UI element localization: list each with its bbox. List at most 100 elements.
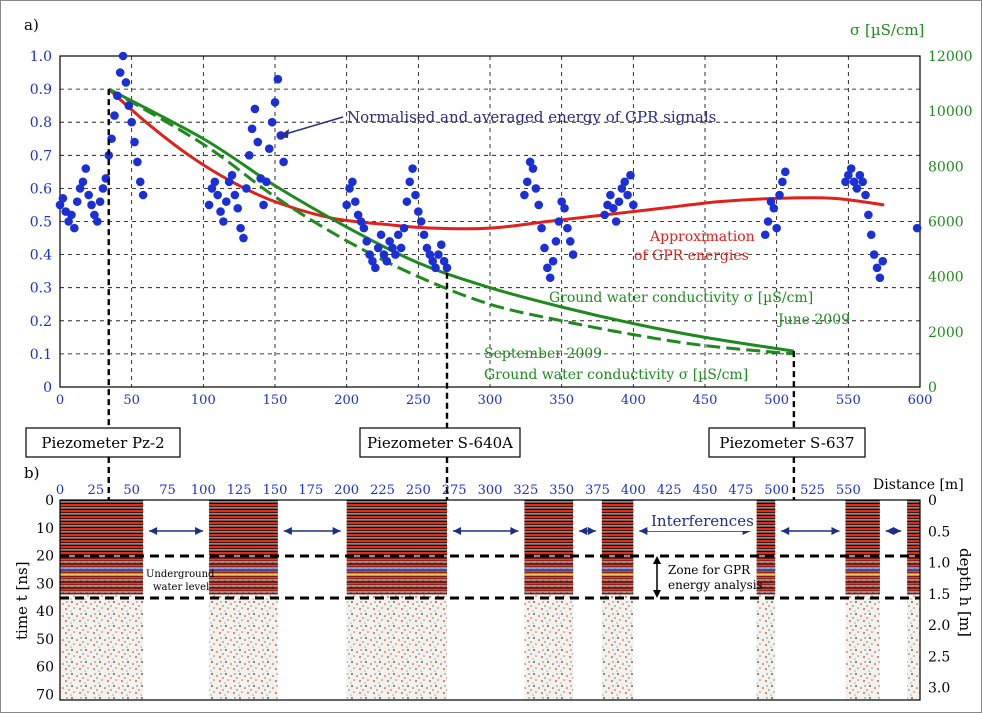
june-label-2: June 2009 xyxy=(776,312,850,328)
radargram-noise xyxy=(601,594,634,700)
energy-point xyxy=(439,256,449,266)
depth-tick-label: 2.0 xyxy=(928,618,950,634)
interference-arrowhead xyxy=(283,527,292,535)
energy-point xyxy=(262,177,271,187)
energy-point xyxy=(58,194,68,203)
left-tick-label: 0.4 xyxy=(30,248,52,264)
energy-label: Normalised and averaged energy of GPR si… xyxy=(347,108,716,126)
energy-point xyxy=(373,243,383,253)
energy-point xyxy=(600,210,609,220)
energy-point xyxy=(227,170,237,180)
energy-point xyxy=(520,190,529,200)
distance-tick-label: 425 xyxy=(657,483,682,498)
x-tick-label: 300 xyxy=(478,393,503,408)
energy-point xyxy=(359,223,369,233)
energy-point xyxy=(92,217,102,226)
distance-tick-label: 0 xyxy=(56,483,64,498)
interference-arrowhead xyxy=(893,527,902,535)
energy-point xyxy=(436,240,446,249)
time-tick-label: 0 xyxy=(45,493,54,509)
june-label-1: Ground water conductivity σ [µS/cm] xyxy=(549,290,813,306)
energy-point xyxy=(399,223,409,233)
energy-point xyxy=(388,243,397,253)
distance-tick-label: 150 xyxy=(263,483,288,498)
distance-tick-label: 450 xyxy=(693,483,718,498)
energy-point xyxy=(118,51,128,61)
plot-a-curves xyxy=(107,87,885,356)
energy-point xyxy=(104,151,114,160)
radargram-noise xyxy=(60,594,144,700)
x-tick-label: 50 xyxy=(123,393,140,408)
energy-point xyxy=(224,177,234,187)
energy-point xyxy=(365,250,374,259)
energy-point xyxy=(368,256,377,266)
energy-point xyxy=(545,273,555,283)
interference-arrowhead xyxy=(831,527,840,535)
time-tick-label: 50 xyxy=(36,632,54,648)
energy-point xyxy=(537,223,546,233)
energy-point xyxy=(416,217,426,226)
radargram-top-band xyxy=(524,500,574,556)
interferences-box xyxy=(648,512,754,531)
energy-point xyxy=(382,256,392,266)
energy-point xyxy=(626,170,635,180)
energy-point xyxy=(250,104,260,114)
energy-point xyxy=(869,250,879,259)
energy-point xyxy=(242,184,251,193)
left-tick-label: 0 xyxy=(43,380,52,396)
energy-point xyxy=(560,203,569,213)
radargram-top-band xyxy=(601,500,634,556)
right-tick-label: 4000 xyxy=(928,270,964,286)
energy-point xyxy=(864,210,873,220)
energy-point xyxy=(608,203,618,213)
energy-point xyxy=(75,184,85,193)
energy-point xyxy=(614,197,624,206)
energy-point xyxy=(70,223,79,233)
distance-tick-label: 525 xyxy=(800,483,825,498)
distance-tick-label: 350 xyxy=(549,483,574,498)
gw-label-1: Underground xyxy=(146,569,215,580)
energy-point xyxy=(267,117,277,127)
distance-tick-label: 225 xyxy=(370,483,395,498)
energy-point xyxy=(130,137,139,147)
energy-point xyxy=(270,98,280,107)
left-tick-label: 0.6 xyxy=(30,181,52,197)
radargram-top-band xyxy=(60,500,144,556)
energy-point xyxy=(264,144,274,153)
right-tick-label: 8000 xyxy=(928,159,964,175)
energy-point xyxy=(362,237,372,246)
energy-point xyxy=(844,170,853,180)
x-tick-label: 400 xyxy=(621,393,646,408)
energy-point xyxy=(912,223,922,233)
energy-point xyxy=(629,200,638,210)
energy-point xyxy=(554,217,564,226)
energy-point xyxy=(852,184,862,193)
interference-arrowhead xyxy=(149,527,158,535)
series-line xyxy=(108,87,795,353)
radargram-top-band xyxy=(756,500,776,556)
energy-point xyxy=(67,210,76,220)
energy-point xyxy=(408,164,417,173)
energy-point xyxy=(402,197,412,206)
energy-point xyxy=(780,167,790,177)
radargram-top-band xyxy=(209,500,278,556)
energy-point xyxy=(113,91,122,101)
energy-point xyxy=(95,197,105,206)
plot-a-ticks: 0 50 100 150 200 250 300 350 400 450 500 550 60000.1… xyxy=(30,49,973,408)
energy-point xyxy=(769,203,779,213)
plot-b-frame xyxy=(59,499,921,701)
energy-point xyxy=(78,177,88,187)
x-tick-label: 500 xyxy=(764,393,789,408)
x-tick-label: 150 xyxy=(263,393,288,408)
interference-arrowhead xyxy=(510,527,519,535)
interference-arrowhead xyxy=(579,527,588,535)
energy-point xyxy=(422,243,432,253)
energy-point xyxy=(72,197,82,206)
energy-point xyxy=(431,263,440,273)
energy-point xyxy=(210,177,220,187)
energy-point xyxy=(244,151,254,160)
energy-point xyxy=(534,200,544,210)
depth-tick-label: 3.0 xyxy=(928,681,950,697)
plot-a-points xyxy=(55,51,922,283)
